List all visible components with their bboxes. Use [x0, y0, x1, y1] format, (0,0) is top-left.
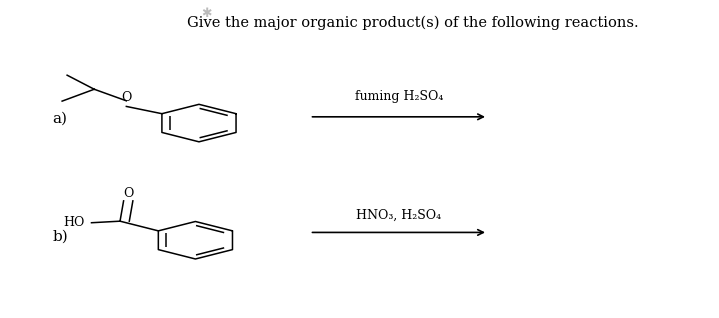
Text: HO: HO	[63, 216, 84, 229]
Text: a): a)	[52, 111, 68, 125]
Text: O: O	[122, 91, 132, 104]
Text: O: O	[124, 188, 134, 200]
Text: Give the major organic product(s) of the following reactions.: Give the major organic product(s) of the…	[187, 15, 638, 30]
Text: HNO₃, H₂SO₄: HNO₃, H₂SO₄	[356, 209, 441, 222]
Text: ✱: ✱	[201, 7, 211, 20]
Text: b): b)	[52, 230, 68, 244]
Text: fuming H₂SO₄: fuming H₂SO₄	[354, 90, 443, 103]
